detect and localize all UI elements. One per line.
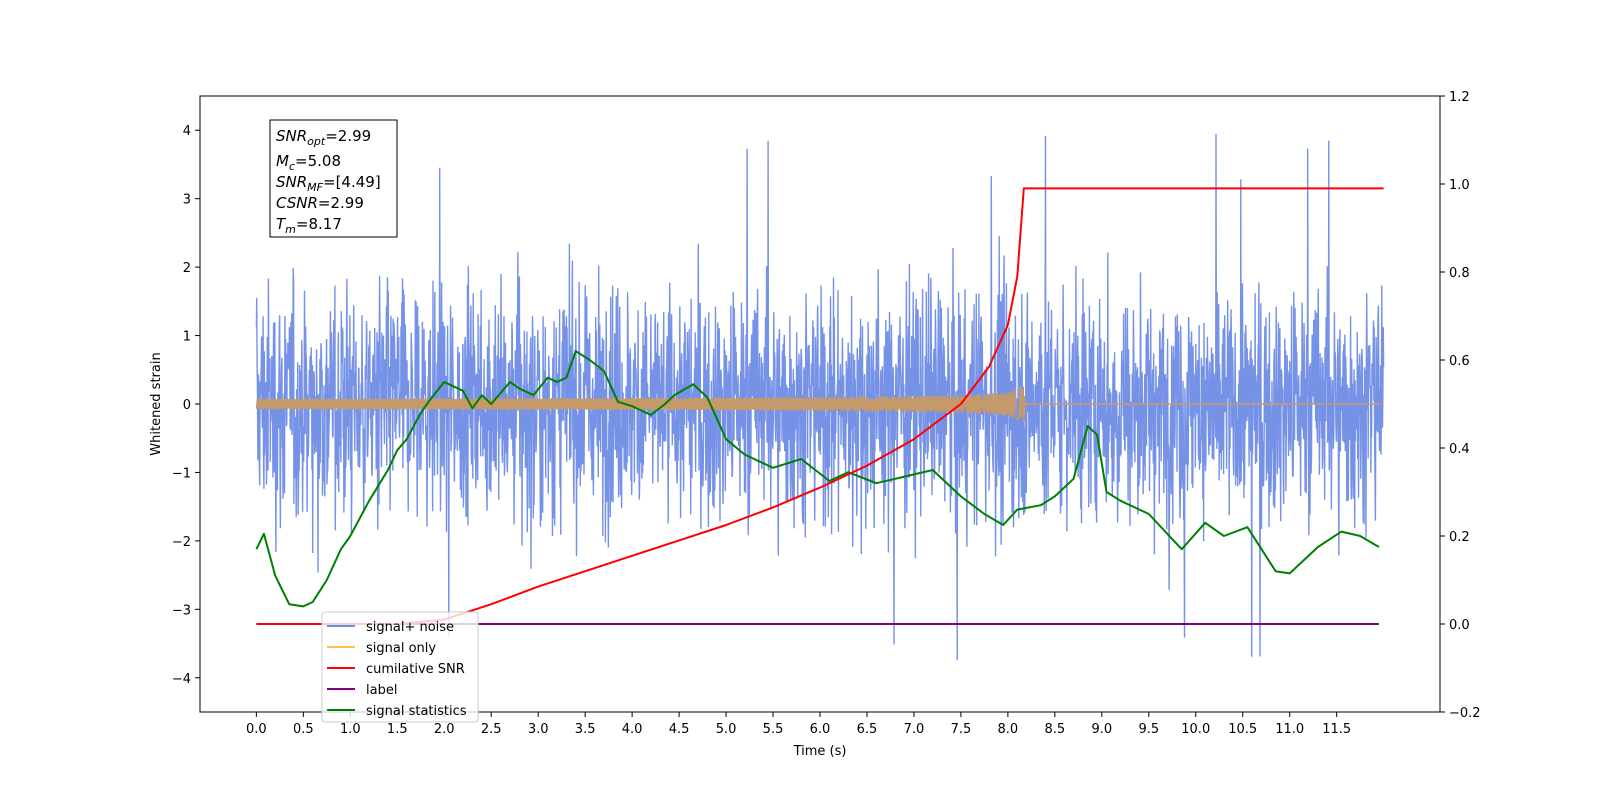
x-tick-label: 3.0 xyxy=(528,722,549,737)
legend-label-signal-only: signal only xyxy=(366,641,436,656)
y-tick-label: 3 xyxy=(183,193,191,208)
y-tick-label: −4 xyxy=(172,672,191,687)
y-tick-label: 0 xyxy=(183,398,191,413)
x-tick-label: 11.5 xyxy=(1322,722,1351,737)
info-tm: Tm=8.17 xyxy=(276,215,342,236)
info-snr-opt: SNRopt=2.99 xyxy=(276,127,371,148)
y2-tick-label: 0.2 xyxy=(1449,530,1470,545)
x-tick-label: 0.5 xyxy=(293,722,314,737)
y-tick-label: 1 xyxy=(183,330,191,345)
x-tick-label: 4.0 xyxy=(622,722,643,737)
x-tick-label: 8.5 xyxy=(1045,722,1066,737)
y2-tick-label: −0.2 xyxy=(1449,706,1481,721)
x-tick-label: 11.0 xyxy=(1275,722,1304,737)
legend: signal+ noise signal only cumilative SNR… xyxy=(321,611,479,723)
legend-label-signal-statistics: signal statistics xyxy=(366,704,467,719)
x-tick-label: 3.5 xyxy=(575,722,596,737)
series-signal-only xyxy=(255,387,1384,422)
x-tick-label: 1.0 xyxy=(340,722,361,737)
legend-label-signal-noise: signal+ noise xyxy=(366,620,454,635)
signal-noise-line xyxy=(255,133,1385,661)
y-tick-label: −3 xyxy=(172,603,191,618)
info-snr-mf: SNRMF=[4.49] xyxy=(276,173,381,194)
x-tick-label: 10.0 xyxy=(1181,722,1210,737)
x-tick-label: 8.0 xyxy=(998,722,1019,737)
y-tick-label: 4 xyxy=(183,124,191,139)
x-tick-label: 6.5 xyxy=(857,722,878,737)
x-tick-label: 6.0 xyxy=(810,722,831,737)
series-line-signal-statistics xyxy=(255,350,1380,608)
y-tick-label: −2 xyxy=(172,535,191,550)
y2-tick-label: 1.2 xyxy=(1449,90,1470,105)
x-tick-label: 0.0 xyxy=(246,722,267,737)
x-tick-label: 2.0 xyxy=(434,722,455,737)
info-box-frame xyxy=(269,119,398,238)
info-csnr: CSNR=2.99 xyxy=(276,194,364,212)
y2-axis-ticks: 1.2 1.0 0.8 0.6 0.4 0.2 0.0 −0.2 xyxy=(1440,90,1481,721)
x-tick-label: 9.5 xyxy=(1138,722,1159,737)
x-tick-label: 2.5 xyxy=(481,722,502,737)
y2-tick-label: 0.6 xyxy=(1449,354,1470,369)
legend-label-cumulative-snr: cumilative SNR xyxy=(366,662,465,677)
x-tick-label: 1.5 xyxy=(387,722,408,737)
x-tick-label: 10.5 xyxy=(1228,722,1257,737)
y-tick-label: 2 xyxy=(183,261,191,276)
signal-only-line xyxy=(255,387,1384,422)
y2-tick-label: 1.0 xyxy=(1449,178,1470,193)
y-axis-ticks: 4 3 2 1 0 −1 −2 −3 −4 xyxy=(172,124,200,687)
x-tick-label: 7.5 xyxy=(951,722,972,737)
x-tick-label: 5.5 xyxy=(763,722,784,737)
info-box: SNRopt=2.99 Mc=5.08 SNRMF=[4.49] CSNR=2.… xyxy=(269,119,398,238)
y2-tick-label: 0.8 xyxy=(1449,266,1470,281)
x-tick-label: 4.5 xyxy=(669,722,690,737)
x-axis-label: Time (s) xyxy=(793,744,847,759)
y2-tick-label: 0.0 xyxy=(1449,618,1470,633)
legend-frame xyxy=(321,611,479,723)
x-tick-label: 5.0 xyxy=(716,722,737,737)
info-mc: Mc=5.08 xyxy=(276,152,341,173)
y-tick-label: −1 xyxy=(172,466,191,481)
x-axis-ticks: 0.0 0.5 1.0 1.5 2.0 2.5 3.0 3.5 4.0 4.5 5.0 5.5 6.0 6… xyxy=(246,712,1351,737)
y2-tick-label: 0.4 xyxy=(1449,442,1470,457)
legend-label-label: label xyxy=(366,683,397,698)
series-signal-noise xyxy=(255,133,1385,661)
x-tick-label: 9.0 xyxy=(1091,722,1112,737)
y-axis-label: Whitened strain xyxy=(149,352,164,455)
x-tick-label: 7.0 xyxy=(904,722,925,737)
